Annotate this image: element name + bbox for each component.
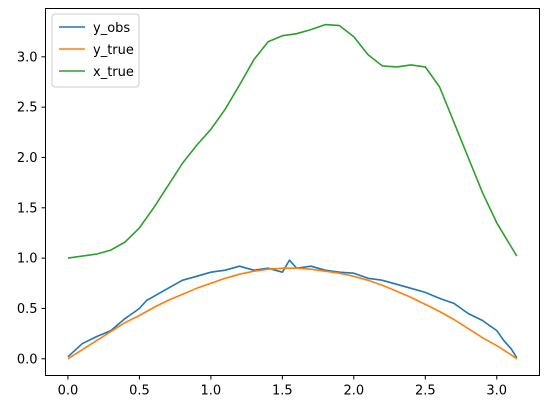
x-tick-label: 0.0 (58, 384, 79, 399)
legend-box (51, 13, 140, 88)
y-tick-label: 2.0 (17, 151, 38, 166)
legend: y_obs y_true x_true (51, 13, 140, 88)
x-tick-label: 3.0 (486, 384, 507, 399)
x-tick-label: 1.5 (272, 384, 293, 399)
x-tick-label: 0.5 (129, 384, 150, 399)
legend-label-y-true: y_true (93, 43, 134, 58)
y-tick-label: 3.0 (17, 50, 38, 65)
series-line-x-true (67, 23, 518, 259)
x-axis: 0.0 0.5 1.0 1.5 2.0 2.5 3.0 (58, 375, 507, 399)
y-tick-label: 2.5 (17, 101, 38, 116)
x-tick-label: 2.0 (343, 384, 364, 399)
x-tick-label: 2.5 (415, 384, 436, 399)
legend-label-y-obs: y_obs (93, 21, 130, 36)
y-tick-label: 1.0 (17, 252, 38, 267)
y-axis: 0.0 0.5 1.0 1.5 2.0 2.5 3.0 (17, 50, 46, 367)
y-tick-label: 1.5 (17, 201, 38, 216)
legend-label-x-true: x_true (93, 65, 134, 80)
series-line-y-true (67, 267, 518, 360)
y-tick-label: 0.5 (17, 302, 38, 317)
plot-lines (67, 23, 518, 360)
y-tick-label: 0.0 (17, 352, 38, 367)
series-line-y-obs (67, 259, 518, 359)
x-tick-label: 1.0 (201, 384, 222, 399)
axes-frame (45, 8, 540, 376)
